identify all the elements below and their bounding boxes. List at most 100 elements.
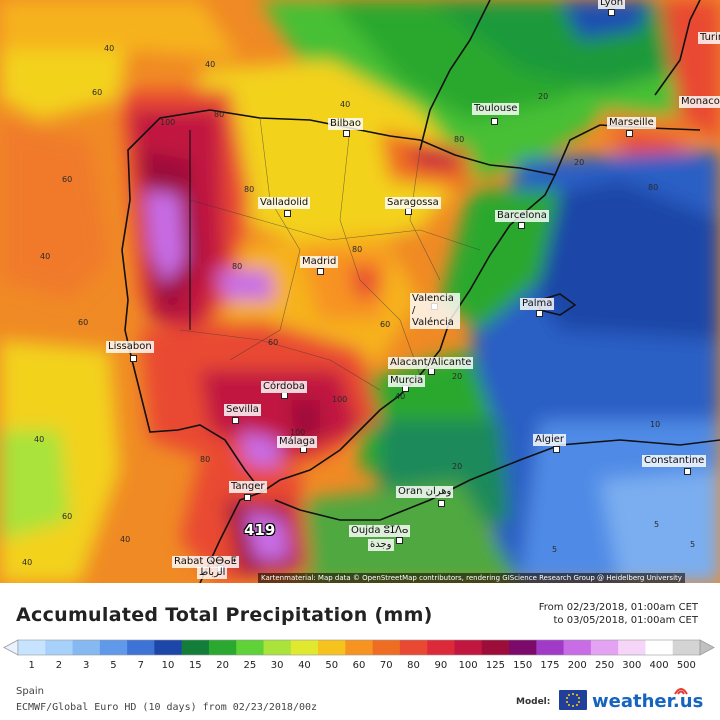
scale-tick-label: 100 bbox=[458, 660, 478, 671]
scale-tick-label: 3 bbox=[83, 660, 90, 671]
contour-label: 60 bbox=[62, 512, 73, 521]
scale-swatch bbox=[236, 640, 265, 655]
city-label: Algier bbox=[533, 434, 567, 446]
contour-label: 60 bbox=[92, 88, 103, 97]
city-label: Sevilla bbox=[224, 404, 261, 416]
scale-swatch bbox=[399, 640, 428, 655]
contour-label: 20 bbox=[574, 158, 585, 167]
color-scale-bar bbox=[3, 639, 715, 656]
city-label: Alacant/Alicante bbox=[388, 357, 474, 369]
city-label: Murcia bbox=[388, 375, 426, 387]
city-label: Palma bbox=[520, 298, 555, 310]
map-canvas bbox=[0, 0, 720, 583]
scale-tick-label: 1 bbox=[28, 660, 35, 671]
contour-label: 80 bbox=[244, 185, 255, 194]
legend-title: Accumulated Total Precipitation (mm) bbox=[16, 604, 433, 626]
city-label: Lyon bbox=[598, 0, 626, 9]
model-label: Model: bbox=[516, 697, 551, 707]
date-from: From 02/23/2018, 01:00am CET bbox=[538, 602, 698, 613]
contour-label: 80 bbox=[648, 183, 659, 192]
scale-tick-label: 80 bbox=[407, 660, 420, 671]
scale-tick-label: 10 bbox=[161, 660, 175, 671]
scale-tick-label: 7 bbox=[137, 660, 144, 671]
scale-swatch bbox=[509, 640, 537, 655]
scale-tick-label: 50 bbox=[325, 660, 339, 671]
contour-label: 40 bbox=[395, 392, 406, 401]
precip-field bbox=[0, 0, 720, 583]
contour-label: 60 bbox=[268, 338, 279, 347]
scale-tick-label: 90 bbox=[434, 660, 448, 671]
contour-label: 100 bbox=[290, 428, 306, 437]
contour-label: 40 bbox=[205, 60, 216, 69]
scale-swatch bbox=[672, 640, 701, 655]
scale-swatch bbox=[318, 640, 346, 655]
scale-swatch bbox=[536, 640, 565, 655]
contour-label: 40 bbox=[340, 100, 351, 109]
city-label: Madrid bbox=[300, 256, 339, 268]
contour-label: 40 bbox=[104, 44, 115, 53]
city-label: Toulouse bbox=[472, 103, 520, 115]
scale-swatch bbox=[72, 640, 101, 655]
city-label: الرباط bbox=[197, 567, 228, 579]
city-label: Turin bbox=[698, 32, 720, 44]
city-label: Lissabon bbox=[106, 341, 154, 353]
scale-swatch bbox=[618, 640, 646, 655]
scale-swatch bbox=[154, 640, 183, 655]
city-label: Marseille bbox=[607, 117, 656, 129]
scale-tick-label: 400 bbox=[649, 660, 669, 671]
scale-tick-label: 30 bbox=[270, 660, 284, 671]
scale-tick-label: 150 bbox=[513, 660, 533, 671]
brand-logo[interactable]: weather.us bbox=[592, 691, 704, 712]
contour-label: 40 bbox=[120, 535, 131, 544]
region-label: Spain bbox=[16, 686, 44, 697]
city-label: Monaco bbox=[679, 96, 720, 108]
scale-tick-label: 5 bbox=[110, 660, 117, 671]
city-label: Bilbao bbox=[328, 118, 364, 130]
contour-label: 60 bbox=[62, 175, 73, 184]
scale-swatch bbox=[45, 640, 74, 655]
contour-label: 80 bbox=[352, 245, 363, 254]
scale-tick-label: 250 bbox=[594, 660, 615, 671]
contour-label: 80 bbox=[214, 110, 225, 119]
contour-label: 80 bbox=[454, 135, 465, 144]
scale-swatch bbox=[590, 640, 619, 655]
scale-swatch bbox=[645, 640, 674, 655]
scale-tick-label: 25 bbox=[243, 660, 257, 671]
city-label: Córdoba bbox=[261, 381, 307, 393]
precipitation-map[interactable]: 40 60 40 60 40 60 40 60 40 80 80 80 80 6… bbox=[0, 0, 720, 583]
scale-tick-label: 70 bbox=[379, 660, 393, 671]
contour-label: 100 bbox=[160, 118, 176, 127]
city-label: Constantine bbox=[642, 455, 707, 467]
scale-swatch bbox=[481, 640, 510, 655]
scale-swatch bbox=[208, 640, 237, 655]
contour-label: 60 bbox=[78, 318, 89, 327]
contour-label: 20 bbox=[452, 462, 463, 471]
contour-label: 5 bbox=[654, 520, 660, 529]
contour-label: 10 bbox=[650, 420, 661, 429]
city-label: Málaga bbox=[277, 436, 318, 448]
city-label: Saragossa bbox=[385, 197, 441, 209]
scale-max-arrow bbox=[699, 639, 715, 656]
scale-min-arrow bbox=[3, 639, 19, 656]
contour-label: 20 bbox=[452, 372, 463, 381]
scale-tick-label: 2 bbox=[55, 660, 63, 671]
map-credits: Kartenmaterial: Map data © OpenStreetMap… bbox=[258, 573, 685, 583]
maximum-value-label: 419 bbox=[244, 521, 276, 539]
scale-swatch bbox=[427, 640, 455, 655]
scale-swatch bbox=[345, 640, 374, 655]
contour-label: 5 bbox=[552, 545, 558, 554]
city-label: Valencia / Valéncia bbox=[410, 293, 460, 329]
city-label: Tanger bbox=[229, 481, 267, 493]
date-to: to 03/05/2018, 01:00am CET bbox=[553, 615, 699, 626]
contour-label: 40 bbox=[22, 558, 33, 567]
contour-label: 40 bbox=[34, 435, 45, 444]
scale-tick-label: 20 bbox=[216, 660, 229, 671]
city-label: Barcelona bbox=[495, 210, 549, 222]
scale-tick-label: 125 bbox=[485, 660, 505, 671]
scale-tick-label: 15 bbox=[188, 660, 202, 671]
city-label: Oujda ⵓⵊⴷⴰ bbox=[349, 525, 411, 537]
city-label: Rabat ⵕⴱⴰⵟ bbox=[172, 556, 239, 568]
contour-label: 20 bbox=[538, 92, 549, 101]
contour-label: 60 bbox=[380, 320, 391, 329]
contour-label: 40 bbox=[40, 252, 51, 261]
